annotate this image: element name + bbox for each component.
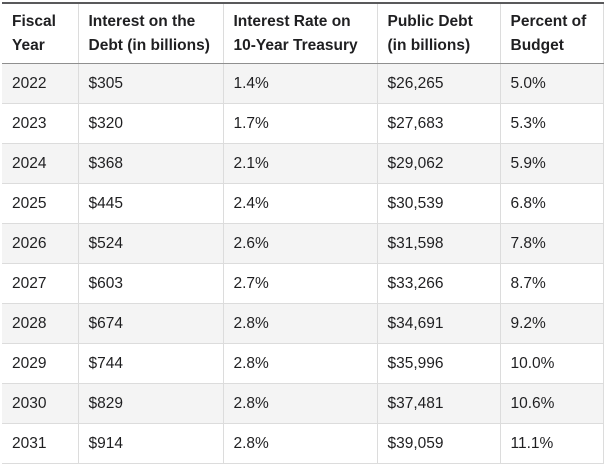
table-row: 2030 $829 2.8% $37,481 10.6% bbox=[2, 383, 604, 424]
fiscal-year-cell: 2030 bbox=[2, 383, 78, 424]
column-header: Interest Rate on 10-Year Treasury bbox=[222, 3, 377, 64]
table-row: 2025 $445 2.4% $30,539 6.8% bbox=[2, 183, 604, 224]
public-debt-cell: $37,481 bbox=[376, 383, 500, 424]
interest-rate-10yr-cell: 2.8% bbox=[222, 423, 377, 464]
column-header: Percent of Budget bbox=[499, 3, 604, 64]
interest-rate-10yr-cell: 1.4% bbox=[222, 63, 377, 104]
percent-of-budget-cell: 10.6% bbox=[499, 383, 604, 424]
interest-on-debt-cell: $829 bbox=[77, 383, 223, 424]
table-row: 2027 $603 2.7% $33,266 8.7% bbox=[2, 263, 604, 304]
public-debt-cell: $26,265 bbox=[376, 63, 500, 104]
interest-rate-10yr-cell: 2.7% bbox=[222, 263, 377, 304]
interest-rate-10yr-cell: 2.6% bbox=[222, 223, 377, 264]
table-header: Fiscal Year Interest on the Debt (in bill… bbox=[2, 3, 604, 64]
interest-rate-10yr-cell: 2.8% bbox=[222, 343, 377, 384]
percent-of-budget-cell: 5.3% bbox=[499, 103, 604, 144]
fiscal-year-cell: 2022 bbox=[2, 63, 78, 104]
interest-on-debt-cell: $368 bbox=[77, 143, 223, 184]
table-row: 2022 $305 1.4% $26,265 5.0% bbox=[2, 63, 604, 104]
interest-on-debt-cell: $524 bbox=[77, 223, 223, 264]
public-debt-cell: $34,691 bbox=[376, 303, 500, 344]
public-debt-cell: $29,062 bbox=[376, 143, 500, 184]
debt-projection-table-container: Fiscal Year Interest on the Debt (in bill… bbox=[2, 2, 604, 464]
interest-rate-10yr-cell: 2.1% bbox=[222, 143, 377, 184]
interest-on-debt-cell: $744 bbox=[77, 343, 223, 384]
public-debt-cell: $33,266 bbox=[376, 263, 500, 304]
public-debt-cell: $30,539 bbox=[376, 183, 500, 224]
table-row: 2029 $744 2.8% $35,996 10.0% bbox=[2, 343, 604, 384]
column-header: Public Debt (in billions) bbox=[376, 3, 500, 64]
percent-of-budget-cell: 5.9% bbox=[499, 143, 604, 184]
interest-on-debt-cell: $445 bbox=[77, 183, 223, 224]
fiscal-year-cell: 2027 bbox=[2, 263, 78, 304]
interest-on-debt-cell: $320 bbox=[77, 103, 223, 144]
fiscal-year-cell: 2025 bbox=[2, 183, 78, 224]
interest-on-debt-cell: $603 bbox=[77, 263, 223, 304]
public-debt-cell: $39,059 bbox=[376, 423, 500, 464]
fiscal-year-cell: 2031 bbox=[2, 423, 78, 464]
interest-rate-10yr-cell: 2.8% bbox=[222, 303, 377, 344]
table-body: 2022 $305 1.4% $26,265 5.0% 2023 $320 1.7% $27,6… bbox=[2, 63, 604, 464]
percent-of-budget-cell: 11.1% bbox=[499, 423, 604, 464]
interest-on-debt-cell: $674 bbox=[77, 303, 223, 344]
interest-on-debt-cell: $914 bbox=[77, 423, 223, 464]
table-row: 2031 $914 2.8% $39,059 11.1% bbox=[2, 423, 604, 464]
interest-rate-10yr-cell: 2.4% bbox=[222, 183, 377, 224]
fiscal-year-cell: 2029 bbox=[2, 343, 78, 384]
public-debt-cell: $31,598 bbox=[376, 223, 500, 264]
fiscal-year-cell: 2026 bbox=[2, 223, 78, 264]
percent-of-budget-cell: 9.2% bbox=[499, 303, 604, 344]
header-row: Fiscal Year Interest on the Debt (in bill… bbox=[2, 3, 604, 64]
fiscal-year-cell: 2028 bbox=[2, 303, 78, 344]
table-row: 2024 $368 2.1% $29,062 5.9% bbox=[2, 143, 604, 184]
percent-of-budget-cell: 7.8% bbox=[499, 223, 604, 264]
column-header: Fiscal Year bbox=[2, 3, 78, 64]
fiscal-year-cell: 2024 bbox=[2, 143, 78, 184]
interest-rate-10yr-cell: 2.8% bbox=[222, 383, 377, 424]
public-debt-cell: $35,996 bbox=[376, 343, 500, 384]
table-row: 2026 $524 2.6% $31,598 7.8% bbox=[2, 223, 604, 264]
table-row: 2028 $674 2.8% $34,691 9.2% bbox=[2, 303, 604, 344]
percent-of-budget-cell: 6.8% bbox=[499, 183, 604, 224]
table-row: 2023 $320 1.7% $27,683 5.3% bbox=[2, 103, 604, 144]
public-debt-cell: $27,683 bbox=[376, 103, 500, 144]
interest-on-debt-cell: $305 bbox=[77, 63, 223, 104]
fiscal-year-cell: 2023 bbox=[2, 103, 78, 144]
percent-of-budget-cell: 10.0% bbox=[499, 343, 604, 384]
interest-rate-10yr-cell: 1.7% bbox=[222, 103, 377, 144]
percent-of-budget-cell: 8.7% bbox=[499, 263, 604, 304]
debt-projection-table: Fiscal Year Interest on the Debt (in bill… bbox=[2, 2, 604, 464]
percent-of-budget-cell: 5.0% bbox=[499, 63, 604, 104]
column-header: Interest on the Debt (in billions) bbox=[77, 3, 223, 64]
